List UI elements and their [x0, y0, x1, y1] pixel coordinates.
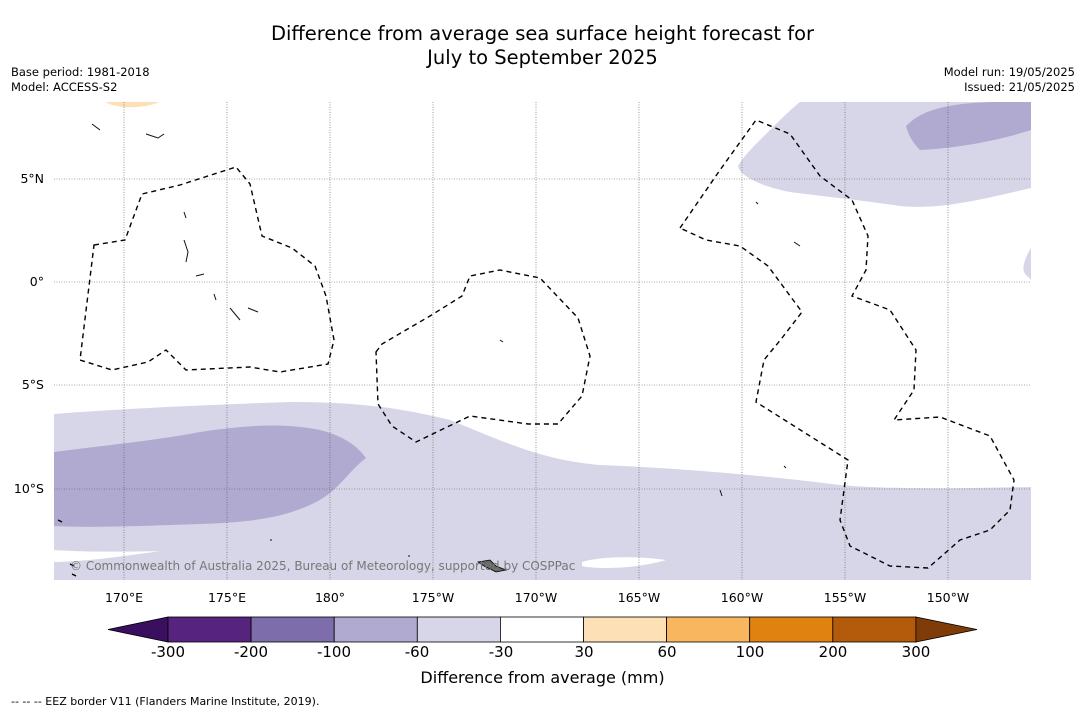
lon-label: 175°W: [412, 590, 454, 605]
anomaly-gap: [54, 550, 666, 568]
colorbar-extend-high: [915, 616, 978, 643]
anomaly-patch-northeast-dark: [906, 102, 1031, 150]
colorbar-title: Difference from average (mm): [420, 668, 665, 687]
lon-label: 170°W: [515, 590, 557, 605]
colorbar-segment: [499, 616, 584, 643]
eez-border-west: [79, 166, 335, 373]
colorbar-tick-label: -60: [404, 643, 430, 661]
lat-label: 10°S: [14, 481, 44, 496]
lon-label: 180°: [315, 590, 345, 605]
colorbar-segment: [333, 616, 418, 643]
island-samoa: [476, 559, 508, 573]
meta-right: Model run: 19/05/2025 Issued: 21/05/2025: [944, 65, 1075, 95]
colorbar-segment: [416, 616, 501, 643]
colorbar-tick-label: -30: [488, 643, 514, 661]
colorbar-tick-label: 60: [657, 643, 677, 661]
anomaly-patch-southwest: [54, 425, 366, 527]
lon-label: 175°E: [208, 590, 246, 605]
lat-label: 5°S: [22, 377, 44, 392]
lon-label: 170°E: [105, 590, 143, 605]
model-name: Model: ACCESS-S2: [11, 80, 118, 94]
lon-label: 155°W: [824, 590, 866, 605]
issued-date: Issued: 21/05/2025: [964, 80, 1075, 94]
map-title: Difference from average sea surface heig…: [0, 22, 1085, 70]
colorbar-extend-low: [107, 616, 169, 643]
base-period: Base period: 1981-2018: [11, 65, 150, 79]
lat-labels: 5°N 0° 5°S 10°S: [14, 171, 44, 496]
colorbar-segment: [583, 616, 667, 643]
island-west: [57, 519, 77, 577]
eez-footnote: -- -- -- EEZ border V11 (Flanders Marine…: [11, 695, 320, 708]
colorbar-tick-label: 30: [574, 643, 594, 661]
colorbar-segment: [749, 616, 834, 643]
eez-border-east: [678, 119, 1015, 569]
meta-left: Base period: 1981-2018 Model: ACCESS-S2: [11, 65, 150, 95]
map-title-line1: Difference from average sea surface heig…: [270, 22, 815, 45]
map-copyright: © Commonwealth of Australia 2025, Bureau…: [70, 559, 575, 573]
lon-labels: 170°E 175°E 180° 175°W 170°W 165°W 160°W…: [105, 590, 969, 605]
lat-label: 5°N: [20, 171, 44, 186]
colorbar-segment: [250, 616, 335, 643]
anomaly-patch-east-edge: [1023, 248, 1031, 280]
colorbar-tick-label: 300: [901, 643, 931, 661]
colorbar-segment: [832, 616, 917, 643]
lat-label: 0°: [30, 274, 44, 289]
colorbar: [107, 616, 978, 643]
eez-border-central: [375, 269, 591, 443]
colorbar-segment: [167, 616, 252, 643]
colorbar-tick-label: -200: [233, 643, 269, 661]
colorbar-tick-label: -300: [150, 643, 186, 661]
map-title-line2: July to September 2025: [427, 46, 658, 69]
colorbar-tick-label: 200: [818, 643, 848, 661]
colorbar-tick-label: 100: [735, 643, 765, 661]
colorbar-tick-label: -100: [316, 643, 352, 661]
colorbar-segment: [666, 616, 751, 643]
anomaly-patch-positive: [106, 102, 160, 108]
model-run: Model run: 19/05/2025: [943, 65, 1075, 79]
islands: [91, 123, 801, 557]
gridlines: [54, 102, 1031, 580]
lon-label: 150°W: [927, 590, 969, 605]
lon-label: 160°W: [721, 590, 763, 605]
map-area: © Commonwealth of Australia 2025, Bureau…: [54, 102, 1031, 580]
eez-borders: [79, 119, 1015, 569]
lon-label: 165°W: [618, 590, 660, 605]
